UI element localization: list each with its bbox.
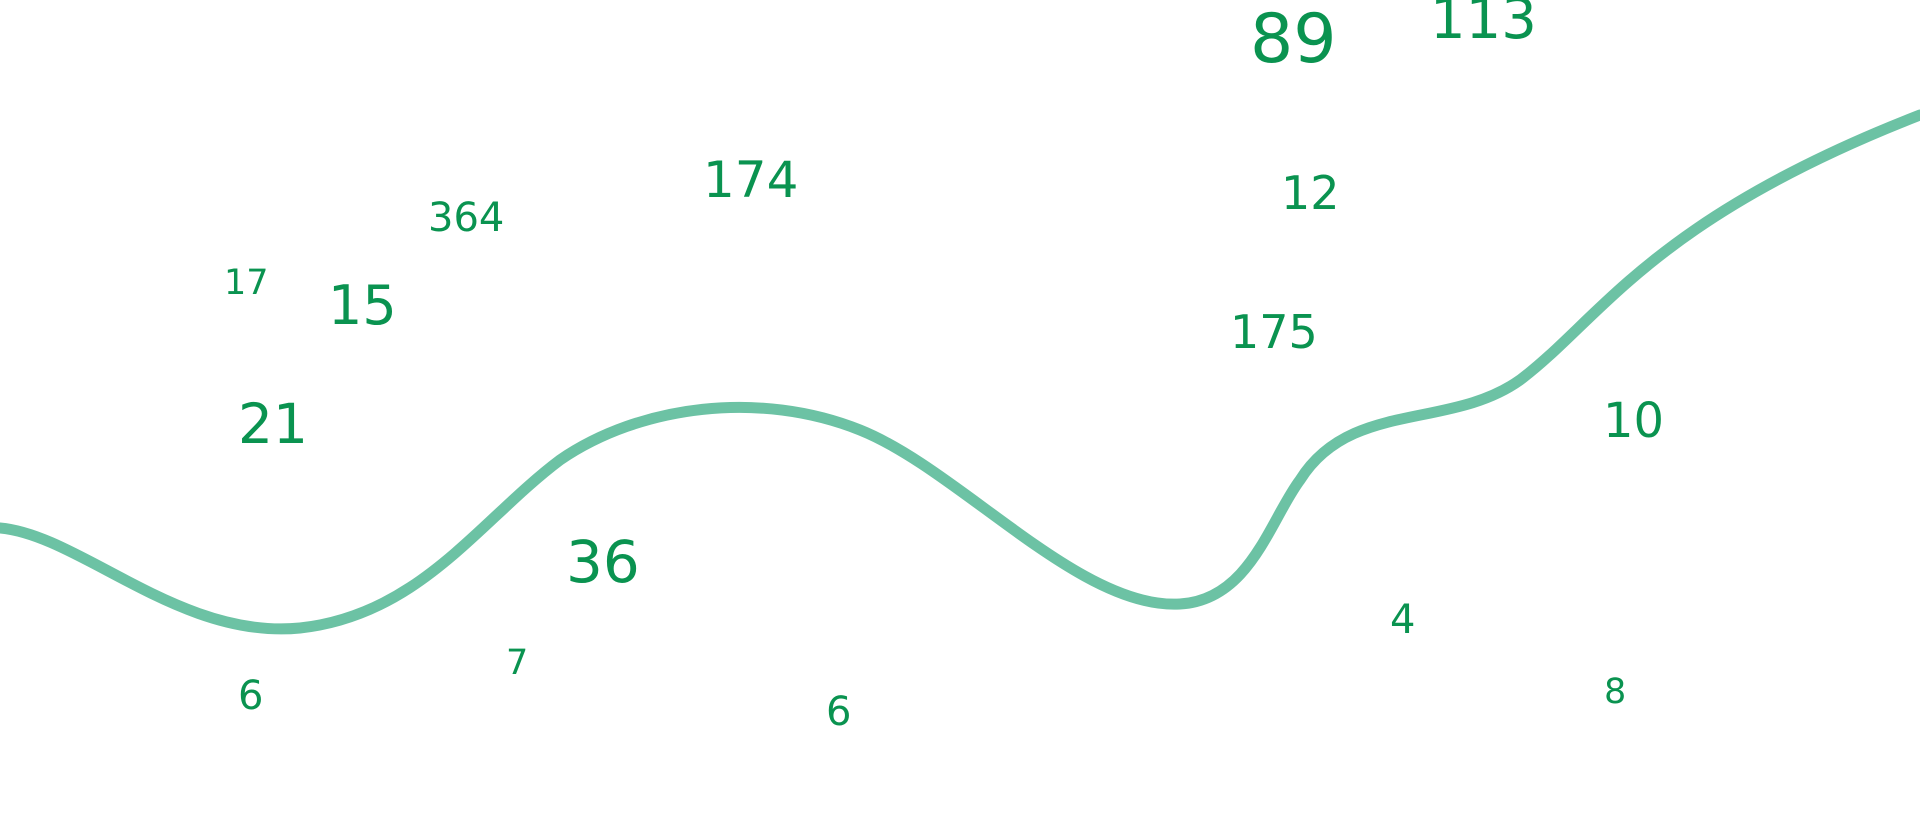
number-label: 8 bbox=[1604, 672, 1627, 712]
number-label: 15 bbox=[328, 274, 397, 337]
number-label: 17 bbox=[224, 263, 269, 303]
number-label: 21 bbox=[238, 392, 308, 456]
curve-line bbox=[0, 109, 1920, 635]
number-label: 4 bbox=[1390, 597, 1416, 643]
number-label: 89 bbox=[1250, 0, 1337, 79]
number-label: 36 bbox=[566, 528, 640, 596]
number-label: 364 bbox=[428, 195, 505, 241]
number-label: 10 bbox=[1603, 393, 1665, 449]
number-label: 174 bbox=[703, 151, 799, 209]
number-label: 7 bbox=[506, 643, 529, 683]
number-label: 6 bbox=[238, 673, 264, 719]
number-label: 175 bbox=[1230, 305, 1318, 359]
number-label: 12 bbox=[1281, 166, 1340, 220]
number-label: 6 bbox=[826, 689, 852, 735]
number-label: 113 bbox=[1430, 0, 1537, 52]
